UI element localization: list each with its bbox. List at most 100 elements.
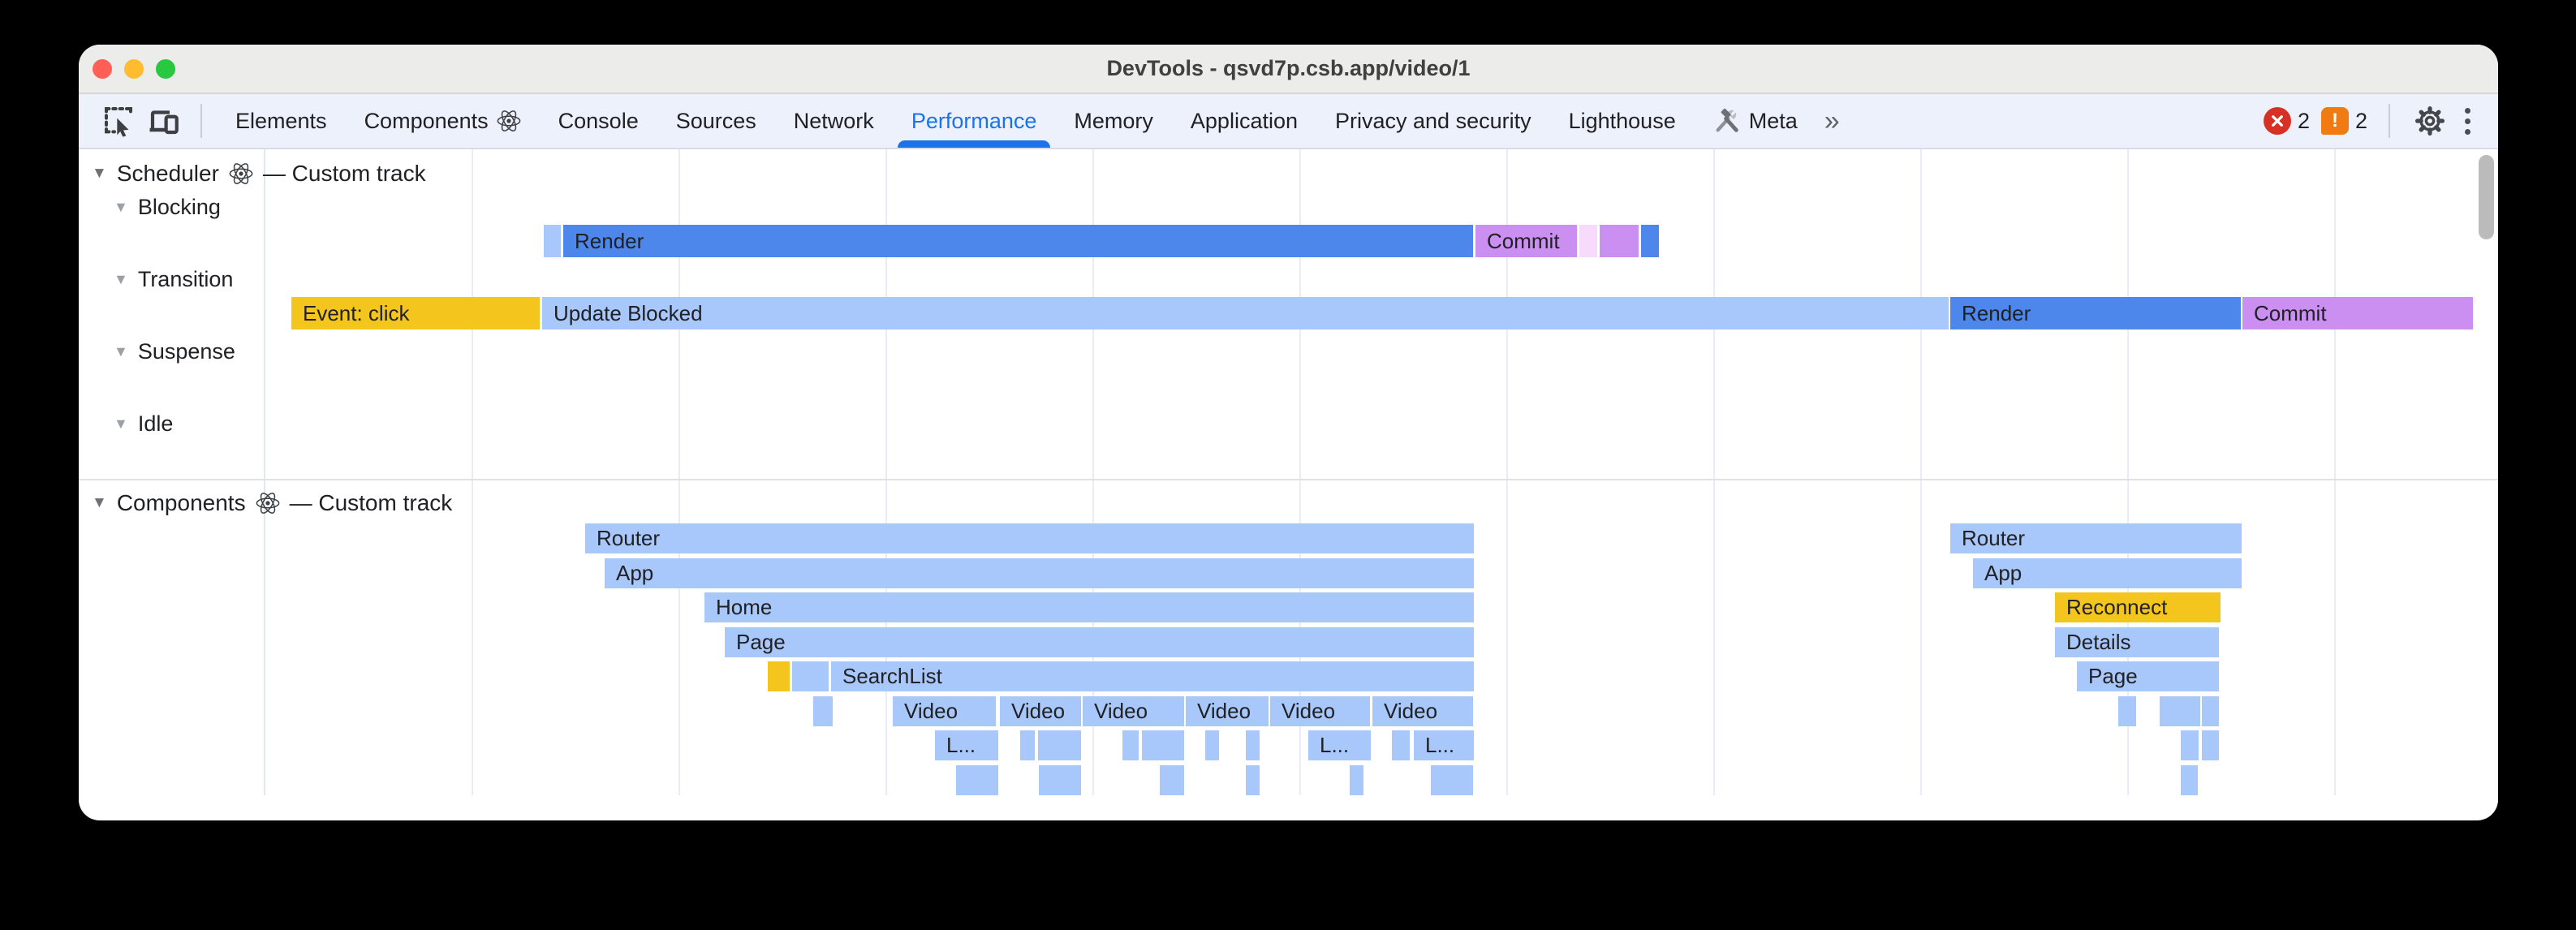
flame-bar-render[interactable]: Render <box>1950 297 2241 329</box>
flame-bar[interactable] <box>813 696 833 726</box>
flame-bar[interactable] <box>1160 765 1184 795</box>
error-counter[interactable]: 2 <box>2263 107 2310 135</box>
lane-title: Blocking <box>137 195 221 219</box>
timeline-gridline <box>678 149 680 795</box>
flame-bar[interactable] <box>2160 696 2200 726</box>
flame-bar[interactable] <box>544 225 561 257</box>
flame-bar-router[interactable]: Router <box>1950 523 2242 553</box>
flame-bar[interactable] <box>792 661 829 691</box>
flame-bar[interactable] <box>1641 225 1659 257</box>
collapse-triangle-icon: ▼ <box>114 199 128 215</box>
issues-counter[interactable]: ! 2 <box>2320 107 2367 135</box>
tab-components[interactable]: Components <box>346 94 540 148</box>
minimize-window-button[interactable] <box>124 58 144 79</box>
tab-meta[interactable]: Meta <box>1695 94 1816 148</box>
flame-bar-home[interactable]: Home <box>704 592 1474 622</box>
more-tabs-button[interactable]: » <box>1816 105 1848 137</box>
flame-bar[interactable] <box>1142 730 1184 760</box>
flame-bar-l-[interactable]: L... <box>1308 730 1371 760</box>
lane-label-transition[interactable]: ▼ Transition <box>114 267 233 292</box>
flame-bar-app[interactable]: App <box>1973 558 2242 588</box>
flame-bar-l-[interactable]: L... <box>1414 730 1474 760</box>
lane-title: Idle <box>137 411 174 436</box>
tab-memory[interactable]: Memory <box>1055 94 1172 148</box>
flame-bar-commit[interactable]: Commit <box>1475 225 1577 257</box>
tab-elements[interactable]: Elements <box>217 94 346 148</box>
tab-privacy-and-security[interactable]: Privacy and security <box>1316 94 1550 148</box>
zoom-window-button[interactable] <box>156 58 175 79</box>
flame-bar[interactable] <box>1579 225 1597 257</box>
track-header-components[interactable]: ▼ Components — Custom track <box>92 490 452 516</box>
flame-bar-page[interactable]: Page <box>2077 661 2219 691</box>
flame-bar-video[interactable]: Video <box>1372 696 1473 726</box>
flame-bar[interactable] <box>1431 765 1473 795</box>
flame-bar-commit[interactable]: Commit <box>2242 297 2473 329</box>
flame-bar[interactable] <box>1205 730 1219 760</box>
tab-lighthouse[interactable]: Lighthouse <box>1550 94 1695 148</box>
flame-bar[interactable] <box>2181 730 2199 760</box>
track-separator <box>79 479 2498 480</box>
flame-bar-render[interactable]: Render <box>563 225 1473 257</box>
flame-bar[interactable] <box>2202 730 2219 760</box>
flame-bar-reconnect[interactable]: Reconnect <box>2055 592 2221 622</box>
track-suffix: — Custom track <box>289 490 453 515</box>
lane-label-idle[interactable]: ▼ Idle <box>114 411 173 437</box>
flame-bar[interactable] <box>1122 730 1139 760</box>
tab-label: Network <box>793 108 874 133</box>
tab-sources[interactable]: Sources <box>657 94 775 148</box>
flame-bar[interactable] <box>1392 730 1410 760</box>
tab-label: Memory <box>1074 108 1153 133</box>
track-suffix: — Custom track <box>262 161 426 186</box>
tab-network[interactable]: Network <box>775 94 893 148</box>
vertical-scrollbar-thumb[interactable] <box>2479 155 2494 239</box>
customize-devtools-button[interactable] <box>2460 103 2475 140</box>
flame-bar[interactable] <box>1350 765 1363 795</box>
flame-bar[interactable] <box>1020 730 1035 760</box>
tab-label: Lighthouse <box>1568 108 1676 133</box>
flame-bar[interactable] <box>1038 730 1081 760</box>
error-icon <box>2263 107 2291 135</box>
flame-bar-video[interactable]: Video <box>1083 696 1184 726</box>
track-header-scheduler[interactable]: ▼ Scheduler — Custom track <box>92 161 426 187</box>
flame-bar-video[interactable]: Video <box>893 696 996 726</box>
collapse-triangle-icon: ▼ <box>92 494 107 511</box>
window-titlebar[interactable]: DevTools - qsvd7p.csb.app/video/1 <box>79 45 2498 94</box>
timeline-gridline <box>1299 149 1301 795</box>
kebab-menu-icon <box>2465 107 2470 114</box>
flame-bar[interactable] <box>1039 765 1081 795</box>
flame-bar-video[interactable]: Video <box>1270 696 1370 726</box>
device-toolbar-button[interactable] <box>145 101 183 140</box>
inspect-element-button[interactable] <box>100 101 137 140</box>
tab-label: Console <box>558 108 639 133</box>
flame-bar-page[interactable]: Page <box>725 627 1474 657</box>
track-title: Scheduler <box>116 161 219 186</box>
flame-bar[interactable] <box>768 661 790 691</box>
flame-bar[interactable] <box>956 765 998 795</box>
toolbar-right-group: 2 ! 2 <box>2263 101 2475 140</box>
close-window-button[interactable] <box>93 58 112 79</box>
flame-bar-update-blocked[interactable]: Update Blocked <box>542 297 1949 329</box>
lane-label-suspense[interactable]: ▼ Suspense <box>114 339 235 364</box>
flame-bar[interactable] <box>2181 765 2198 795</box>
flame-bar[interactable] <box>2118 696 2136 726</box>
flame-bar-video[interactable]: Video <box>1186 696 1269 726</box>
tab-console[interactable]: Console <box>540 94 657 148</box>
flame-bar-l-[interactable]: L... <box>935 730 998 760</box>
flame-bar-app[interactable]: App <box>605 558 1474 588</box>
settings-button[interactable] <box>2411 101 2449 140</box>
flame-bar[interactable] <box>1600 225 1639 257</box>
flame-bar[interactable] <box>2202 696 2219 726</box>
collapse-triangle-icon: ▼ <box>114 271 128 287</box>
lane-label-blocking[interactable]: ▼ Blocking <box>114 195 221 220</box>
flame-bar-video[interactable]: Video <box>1000 696 1081 726</box>
tab-performance[interactable]: Performance <box>893 94 1056 148</box>
flame-bar[interactable] <box>1246 730 1260 760</box>
flame-bar[interactable] <box>1246 765 1260 795</box>
flame-bar-details[interactable]: Details <box>2055 627 2219 657</box>
flame-bar-router[interactable]: Router <box>585 523 1474 553</box>
tab-application[interactable]: Application <box>1172 94 1316 148</box>
timeline-gridline <box>885 149 887 795</box>
flame-bar-event-click[interactable]: Event: click <box>291 297 540 329</box>
flame-bar-searchlist[interactable]: SearchList <box>831 661 1474 691</box>
